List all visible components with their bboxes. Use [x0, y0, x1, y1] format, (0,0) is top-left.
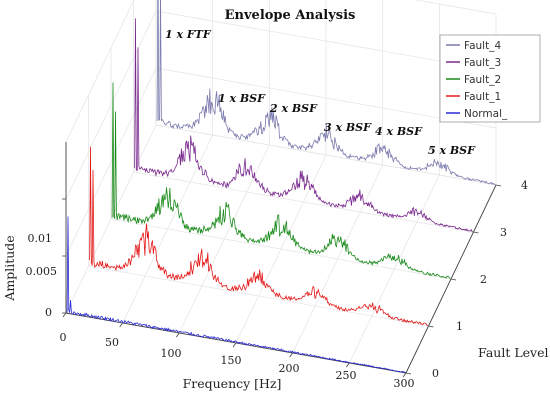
x-tick-mark	[176, 332, 180, 338]
x-tick-label: 300	[394, 377, 415, 390]
x-tick-mark	[62, 312, 67, 318]
series-fault4	[156, 0, 496, 185]
y-tick-mark	[495, 184, 502, 187]
grid-line	[110, 218, 452, 280]
grid-line	[133, 171, 474, 233]
x-tick-mark	[232, 342, 237, 348]
annotation-2xbsf: 2 x BSF	[269, 102, 318, 115]
x-tick-mark	[346, 362, 350, 368]
y-tick-label: 3	[500, 226, 507, 239]
y-tick-mark	[450, 278, 457, 281]
x-tick-label: 0	[60, 331, 67, 344]
x-tick-mark	[119, 322, 123, 328]
x-tick-label: 200	[279, 362, 300, 375]
x-tick-label: 50	[105, 336, 119, 349]
y-tick-mark	[428, 325, 434, 328]
z-tick-labels: 0 0.005 0.01	[26, 232, 58, 319]
legend-label-fault-4: Fault_4	[464, 40, 501, 52]
y-axis-label: Fault Level	[478, 345, 548, 360]
y-tick-labels: 0 1 2 3 4	[432, 179, 528, 380]
grid-lines	[65, 0, 497, 374]
chart-title: Envelope Analysis	[225, 8, 356, 23]
x-tick-labels: 0 50 100 150 200 250 300	[60, 331, 415, 390]
grid-line	[155, 124, 497, 186]
legend-label-fault-1: Fault_1	[464, 91, 501, 103]
series-lines	[66, 0, 496, 373]
annotation-ftf: 1 x FTF	[165, 28, 212, 41]
x-tick-label: 100	[161, 347, 182, 360]
legend-label-normal: Normal_	[464, 108, 508, 120]
legend-label-fault-3: Fault_3	[464, 57, 501, 69]
z-tick-label: 0.005	[26, 265, 58, 278]
grid-line	[88, 265, 429, 327]
x-tick-label: 150	[221, 354, 242, 367]
annotation-4xbsf: 4 x BSF	[375, 125, 423, 138]
y-tick-label: 1	[456, 320, 463, 333]
z-tick-label: 0.01	[28, 232, 53, 245]
harmonic-annotations: 1 x FTF 1 x BSF 2 x BSF 3 x BSF 4 x BSF …	[165, 28, 476, 157]
grid-line	[65, 0, 135, 143]
grid-line	[65, 10, 157, 200]
y-tick-mark	[405, 372, 412, 375]
x-tick-mark	[289, 352, 293, 358]
y-tick-label: 0	[432, 367, 439, 380]
series-fault1	[89, 146, 428, 327]
z-axis-label: Amplitude	[2, 235, 17, 301]
series-fault3	[134, 18, 473, 233]
x-tick-mark	[402, 372, 407, 378]
legend-label-fault-2: Fault_2	[464, 74, 501, 86]
series-fault2	[111, 82, 451, 279]
annotation-3xbsf: 3 x BSF	[324, 121, 372, 134]
z-tick-label: 0	[45, 306, 52, 319]
legend: Fault_4 Fault_3 Fault_2 Fault_1 Normal_	[439, 34, 541, 123]
y-tick-mark	[473, 231, 479, 234]
y-tick-label: 4	[521, 179, 528, 192]
x-axis-label: Frequency [Hz]	[183, 376, 282, 391]
annotation-1xbsf: 1 x BSF	[218, 92, 266, 105]
x-tick-label: 250	[336, 369, 357, 382]
axes	[62, 142, 502, 378]
series-normal	[66, 216, 406, 373]
grid-line	[65, 67, 157, 257]
annotation-5xbsf: 5 x BSF	[428, 144, 476, 157]
y-tick-label: 2	[480, 273, 487, 286]
